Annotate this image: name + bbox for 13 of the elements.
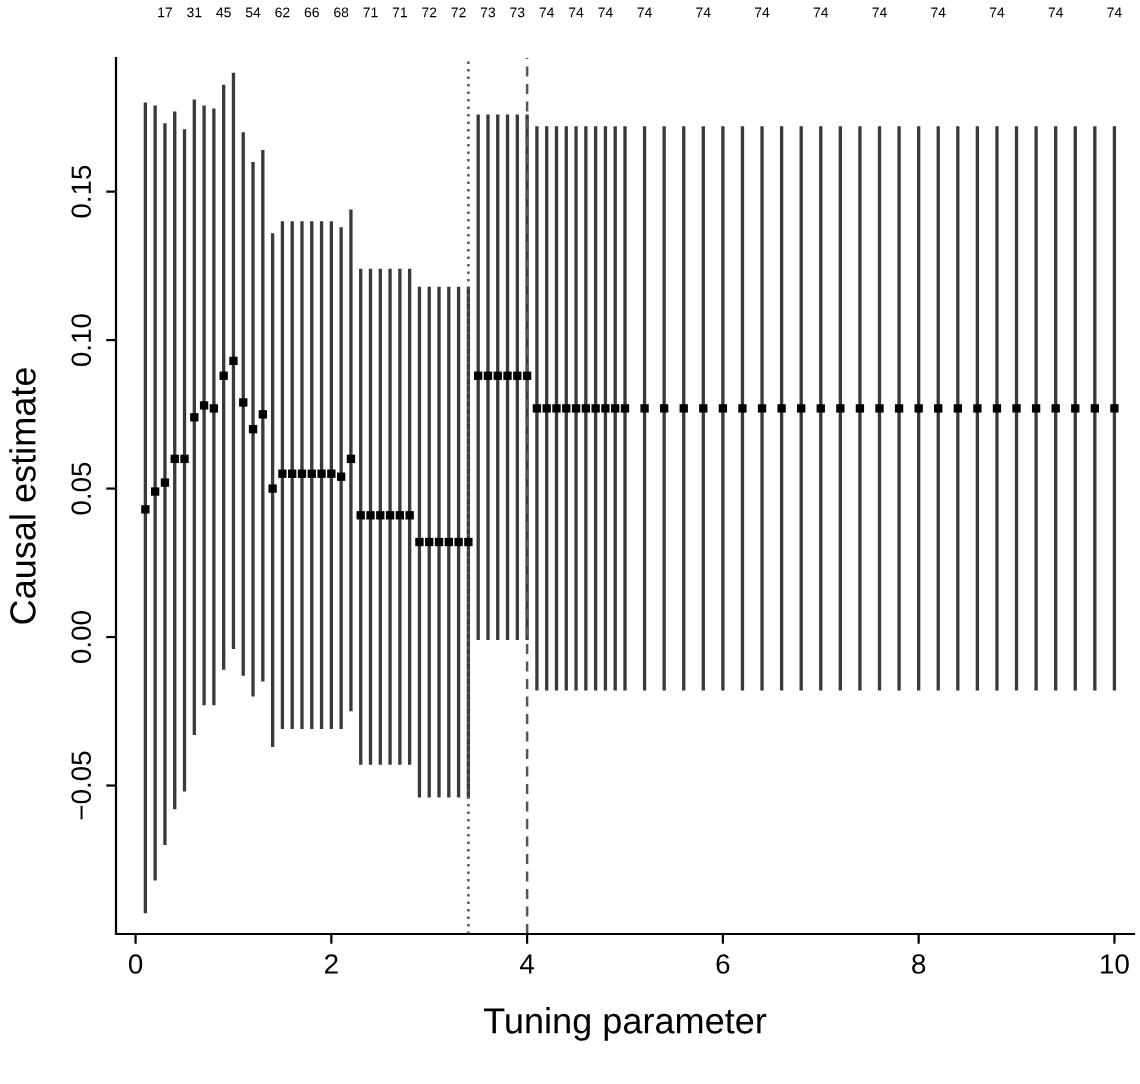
y-axis-title: Causal estimate [9,368,36,624]
y-tick-label: 0.00 [71,611,92,663]
y-tick-label: −0.05 [71,751,92,820]
x-axis-title: Tuning parameter [483,1007,767,1041]
x-tick-label: 6 [716,954,730,974]
y-tick-label: 0.10 [71,314,92,367]
x-tick-label: 10 [1101,954,1129,974]
x-tick-label: 8 [912,954,926,974]
x-tick-label: 2 [325,954,338,974]
x-tick-label: 0 [128,954,143,974]
y-tick-label: 0.15 [71,165,92,218]
x-tick-label: 4 [520,954,535,974]
y-tick-label: 0.05 [71,462,92,515]
